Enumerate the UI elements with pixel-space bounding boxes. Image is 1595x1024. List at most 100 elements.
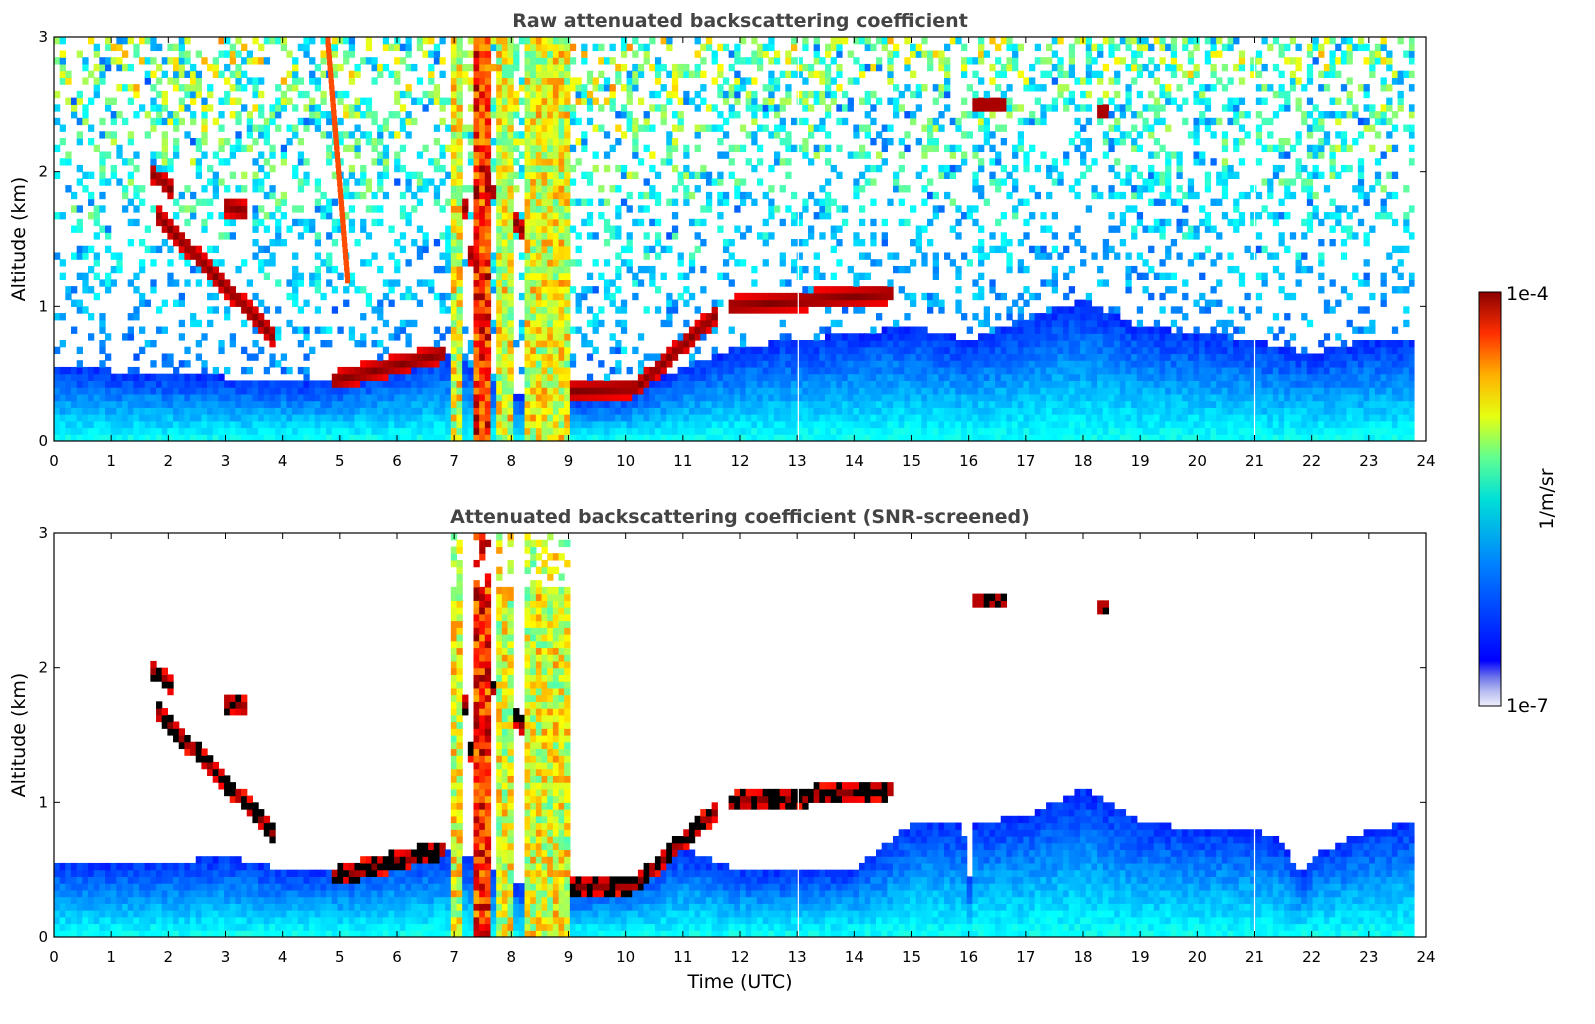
heatmap-cell bbox=[756, 380, 764, 388]
heatmap-cell bbox=[921, 37, 928, 45]
heatmap-cell bbox=[683, 299, 690, 307]
heatmap-cell bbox=[751, 427, 758, 435]
heatmap-cell bbox=[751, 360, 758, 368]
heatmap-cell bbox=[564, 205, 571, 213]
heatmap-cell bbox=[82, 400, 89, 408]
heatmap-cell bbox=[201, 124, 208, 132]
heatmap-cell bbox=[569, 104, 577, 112]
heatmap-cell bbox=[133, 393, 140, 402]
heatmap-cell bbox=[354, 340, 361, 348]
heatmap-cell bbox=[258, 218, 265, 227]
heatmap-cell bbox=[949, 144, 956, 153]
heatmap-cell bbox=[847, 373, 854, 381]
heatmap-cell bbox=[739, 373, 747, 381]
heatmap-cell bbox=[501, 265, 509, 274]
heatmap-cell bbox=[807, 366, 815, 375]
heatmap-cell bbox=[382, 158, 390, 166]
heatmap-cell bbox=[830, 292, 837, 301]
heatmap-cell bbox=[139, 434, 146, 441]
heatmap-cell bbox=[190, 373, 197, 381]
heatmap-cell bbox=[416, 185, 424, 193]
heatmap-cell bbox=[513, 171, 520, 179]
heatmap-cell bbox=[722, 43, 730, 52]
heatmap-cell bbox=[824, 380, 832, 388]
heatmap-cell bbox=[467, 158, 475, 166]
heatmap-cell bbox=[688, 407, 696, 415]
heatmap-cell bbox=[700, 387, 707, 395]
heatmap-cell bbox=[456, 50, 463, 58]
heatmap-cell bbox=[530, 407, 537, 415]
heatmap-cell bbox=[881, 407, 888, 415]
heatmap-cell bbox=[910, 407, 917, 415]
heatmap-cell bbox=[82, 366, 89, 375]
heatmap-cell bbox=[586, 178, 594, 186]
heatmap-cell bbox=[722, 407, 730, 415]
heatmap-cell bbox=[105, 272, 112, 280]
heatmap-cell bbox=[830, 353, 837, 361]
heatmap-cell bbox=[552, 117, 560, 126]
heatmap-cell bbox=[881, 124, 888, 132]
heatmap-cell bbox=[790, 380, 798, 388]
heatmap-cell bbox=[150, 414, 157, 422]
heatmap-cell bbox=[626, 84, 633, 92]
heatmap-cell bbox=[700, 393, 707, 402]
heatmap-cell bbox=[343, 144, 350, 153]
heatmap-cell bbox=[779, 393, 786, 402]
heatmap-cell bbox=[677, 333, 684, 341]
heatmap-cell bbox=[938, 407, 945, 415]
heatmap-cell bbox=[904, 387, 911, 395]
heatmap-cell bbox=[190, 313, 197, 321]
heatmap-cell bbox=[82, 407, 89, 415]
heatmap-cell bbox=[320, 259, 327, 267]
heatmap-cell bbox=[218, 414, 225, 422]
heatmap-cell bbox=[649, 393, 656, 402]
heatmap-cell bbox=[218, 37, 225, 45]
heatmap-cell bbox=[836, 434, 843, 441]
heatmap-cell bbox=[961, 252, 968, 260]
heatmap-cell bbox=[116, 414, 123, 422]
heatmap-cell bbox=[484, 131, 492, 139]
heatmap-cell bbox=[360, 131, 367, 139]
heatmap-cell bbox=[932, 252, 939, 260]
heatmap-cell bbox=[184, 245, 191, 254]
heatmap-cell bbox=[836, 400, 843, 408]
heatmap-cell bbox=[581, 400, 588, 408]
heatmap-cell bbox=[184, 434, 191, 441]
heatmap-cell bbox=[518, 420, 526, 429]
heatmap-cell bbox=[541, 104, 548, 112]
heatmap-cell bbox=[416, 427, 424, 435]
heatmap-cell bbox=[490, 198, 497, 206]
heatmap-cell bbox=[632, 279, 639, 287]
heatmap-cell bbox=[637, 393, 645, 402]
heatmap-cell bbox=[768, 70, 775, 78]
heatmap-cell bbox=[360, 420, 367, 429]
heatmap-cell bbox=[258, 245, 265, 254]
heatmap-cell bbox=[116, 265, 123, 274]
heatmap-cell bbox=[122, 373, 129, 381]
heatmap-cell bbox=[246, 387, 254, 395]
heatmap-cell bbox=[201, 400, 208, 408]
heatmap-cell bbox=[722, 97, 730, 105]
heatmap-cell bbox=[297, 178, 305, 186]
heatmap-cell bbox=[207, 393, 214, 402]
heatmap-cell bbox=[847, 151, 854, 159]
heatmap-cell bbox=[592, 380, 599, 388]
heatmap-cell bbox=[263, 387, 271, 395]
heatmap-cell bbox=[150, 420, 157, 429]
heatmap-cell bbox=[450, 245, 458, 254]
heatmap-cell bbox=[467, 387, 475, 395]
heatmap-cell bbox=[683, 380, 690, 388]
heatmap-cell bbox=[779, 97, 786, 105]
heatmap-cell bbox=[76, 131, 83, 139]
heatmap-cell bbox=[824, 198, 832, 206]
heatmap-cell bbox=[99, 400, 106, 408]
heatmap-cell bbox=[195, 198, 202, 206]
heatmap-cell bbox=[904, 373, 911, 381]
heatmap-cell bbox=[598, 104, 605, 112]
heatmap-cell bbox=[779, 319, 786, 328]
heatmap-cell bbox=[54, 104, 61, 112]
heatmap-cell bbox=[671, 70, 679, 78]
heatmap-cell bbox=[762, 373, 769, 381]
heatmap-cell bbox=[881, 292, 888, 301]
heatmap-cell bbox=[65, 393, 72, 402]
